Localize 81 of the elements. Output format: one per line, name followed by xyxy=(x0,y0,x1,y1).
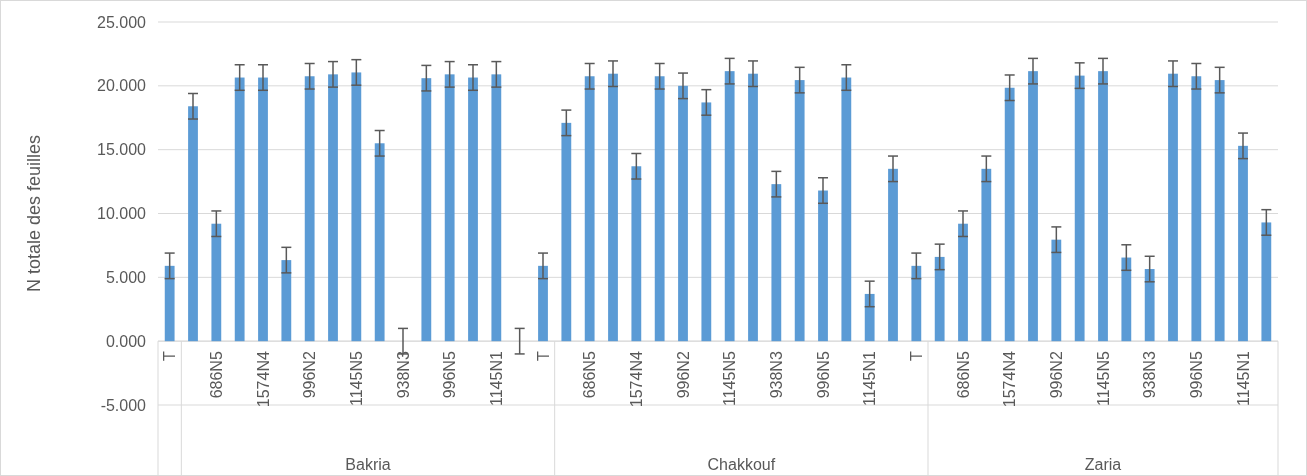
x-tick-label: 1145N5 xyxy=(347,351,365,407)
x-tick-label: 1574N4 xyxy=(254,351,272,408)
y-tick-label: -5.000 xyxy=(100,396,147,414)
bar xyxy=(1144,269,1155,342)
bar xyxy=(678,85,688,342)
y-tick-label: 5.000 xyxy=(105,268,147,286)
bar xyxy=(841,77,852,342)
bar xyxy=(1214,80,1225,342)
x-tick-label: 996N5 xyxy=(1187,351,1205,399)
bar xyxy=(421,78,432,342)
x-tick-label: T xyxy=(161,350,179,361)
bar xyxy=(724,71,735,342)
x-tick-label: 1145N1 xyxy=(861,351,879,407)
bar xyxy=(1168,73,1178,342)
bar xyxy=(164,265,175,342)
x-tick-label: T xyxy=(534,350,552,361)
bar xyxy=(1074,75,1085,342)
bar xyxy=(328,74,338,342)
text: Zaria xyxy=(1084,456,1122,473)
x-tick-label: T xyxy=(907,350,925,361)
text: Bakria xyxy=(345,456,391,473)
bar xyxy=(538,265,548,342)
x-tick-label: 1145N1 xyxy=(487,351,505,407)
bar xyxy=(1121,257,1132,342)
y-tick-label: 10.000 xyxy=(97,205,147,223)
bar xyxy=(864,293,875,342)
bar xyxy=(188,106,198,342)
bar xyxy=(631,166,642,342)
x-tick-label: 996N5 xyxy=(814,351,832,399)
bar xyxy=(771,184,782,342)
bar xyxy=(654,76,665,342)
x-tick-label: 1145N1 xyxy=(1234,351,1252,407)
x-tick-label: 996N5 xyxy=(441,351,459,399)
y-tick-label: 15.000 xyxy=(97,141,147,159)
x-tick-label: 938N3 xyxy=(394,351,412,399)
bar xyxy=(818,190,828,342)
bar xyxy=(351,72,362,342)
bar xyxy=(981,168,992,342)
bar xyxy=(444,74,455,342)
y-tick-label: 20.000 xyxy=(97,77,147,95)
y-tick-label: 25.000 xyxy=(97,13,147,31)
bar xyxy=(561,122,572,342)
bar xyxy=(888,168,898,342)
bar xyxy=(1238,145,1248,342)
bar xyxy=(491,74,502,342)
bar xyxy=(794,80,805,342)
bar xyxy=(281,260,292,342)
x-tick-label: 1574N4 xyxy=(1001,351,1019,408)
bar xyxy=(258,77,268,342)
x-tick-label: 938N3 xyxy=(1141,351,1159,399)
x-tick-label: 686N5 xyxy=(581,351,599,399)
text: Chakkouf xyxy=(707,456,776,473)
y-axis-title: N totale des feuilles xyxy=(24,134,44,293)
bar xyxy=(911,265,922,342)
bar xyxy=(934,256,945,342)
bar xyxy=(234,77,245,342)
bar xyxy=(958,223,968,342)
bar xyxy=(1191,76,1202,342)
x-tick-label: 1574N4 xyxy=(627,351,645,408)
y-tick-label: 0.000 xyxy=(105,332,147,350)
bar xyxy=(1098,71,1108,342)
x-tick-label: 996N2 xyxy=(301,351,319,399)
bar xyxy=(374,143,385,342)
x-tick-label: 686N5 xyxy=(207,351,225,399)
bar xyxy=(1051,239,1062,342)
bar xyxy=(748,73,758,342)
bar xyxy=(468,77,478,342)
bar xyxy=(1028,71,1038,342)
bar xyxy=(304,76,315,342)
x-tick-label: 1145N5 xyxy=(721,351,739,407)
bar xyxy=(1004,87,1015,342)
x-tick-label: 938N3 xyxy=(767,351,785,399)
bar xyxy=(608,73,618,342)
x-tick-label: 1145N5 xyxy=(1094,351,1112,407)
bar xyxy=(701,102,712,342)
x-tick-label: 996N2 xyxy=(1047,351,1065,399)
x-tick-label: 686N5 xyxy=(954,351,972,399)
bar xyxy=(584,76,595,342)
x-tick-label: 996N2 xyxy=(674,351,692,399)
bar xyxy=(1261,222,1272,342)
bar xyxy=(211,223,222,342)
